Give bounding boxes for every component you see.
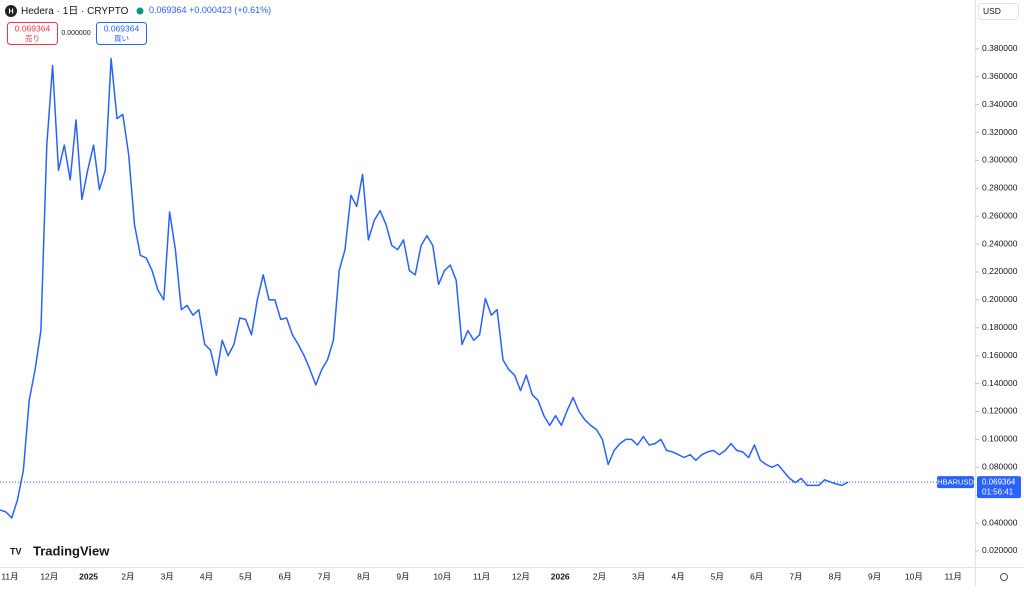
price-tag-value: 0.069364 [982, 478, 1016, 487]
y-tick-label: 0.020000 [982, 545, 1018, 555]
y-tick-label: 0.380000 [982, 43, 1018, 53]
currency-button[interactable] [978, 3, 1019, 20]
y-tick-label: 0.080000 [982, 462, 1018, 472]
price-tag-countdown: 01:56:41 [982, 488, 1014, 497]
change: +0.000423 [189, 5, 232, 15]
y-tick-label: 0.200000 [982, 294, 1018, 304]
x-tick-label: 4月 [200, 571, 213, 581]
symbol-tag-label: HBARUSD [937, 478, 974, 487]
x-tick-label: 11月 [1, 571, 18, 581]
buy-button[interactable] [96, 22, 147, 45]
price-line [0, 57, 849, 519]
x-tick-label: 5月 [239, 571, 252, 581]
exchange: CRYPTO [87, 6, 129, 17]
spread: 0.000000 [61, 30, 90, 37]
x-tick-label: 11月 [945, 571, 962, 581]
y-tick-label: 0.260000 [982, 210, 1018, 220]
logo: TradingView [33, 543, 110, 558]
y-tick-label: 0.040000 [982, 517, 1018, 527]
x-tick-label: 2025 [79, 571, 98, 581]
x-tick-label: 10月 [433, 571, 451, 581]
y-tick-label: 0.100000 [982, 434, 1018, 444]
status-dot [136, 7, 144, 15]
symbol-line: Hedera · 1日 · CRYPTO [21, 6, 129, 17]
buy-price: 0.069364 [104, 23, 140, 33]
x-tick-label: 11月 [473, 571, 490, 581]
y-tick-label: 0.340000 [982, 99, 1018, 109]
x-tick-label: 10月 [905, 571, 923, 581]
y-tick-label: 0.140000 [982, 378, 1018, 388]
plot [0, 57, 975, 519]
x-tick-label: 7月 [318, 571, 331, 581]
buy-label: 買い [114, 34, 129, 43]
sell-price: 0.069364 [15, 23, 51, 33]
currency: USD [983, 6, 1001, 16]
symbol-icon [5, 5, 17, 17]
x-tick-label: 3月 [632, 571, 645, 581]
x-tick-label: 4月 [671, 571, 684, 581]
y-tick-label: 0.320000 [982, 127, 1018, 137]
x-tick-label: 9月 [396, 571, 409, 581]
interval: 1日 [63, 6, 79, 17]
x-tick-label: 3月 [161, 571, 174, 581]
y-tick-label: 0.240000 [982, 238, 1018, 248]
x-tick-label: 8月 [829, 571, 842, 581]
y-tick-label: 0.220000 [982, 266, 1018, 276]
x-tick-label: 2月 [593, 571, 606, 581]
x-tick-label: 6月 [278, 571, 291, 581]
y-tick-label: 0.280000 [982, 183, 1018, 193]
x-tick-label: 8月 [357, 571, 370, 581]
price-tag [977, 476, 1021, 499]
y-tick-label: 0.180000 [982, 322, 1018, 332]
x-tick-label: 6月 [750, 571, 763, 581]
sell-label: 売り [25, 33, 40, 43]
x-tick-label: 7月 [789, 571, 802, 581]
logo-mark: TV [10, 546, 22, 556]
x-tick-label: 12月 [40, 571, 58, 581]
separator: · [78, 6, 87, 17]
price-line: 0.069364 +0.000423 (+0.61%) [149, 5, 271, 15]
y-tick-label: 0.300000 [982, 155, 1018, 165]
sell-button[interactable] [7, 22, 58, 45]
y-tick-label: 0.160000 [982, 350, 1018, 360]
separator: · [54, 6, 63, 17]
x-tick-label: 5月 [711, 571, 724, 581]
x-tick-label: 2026 [551, 571, 570, 581]
symbol-tag [937, 476, 974, 489]
x-tick-label: 2月 [121, 571, 134, 581]
change-pct: (+0.61%) [234, 5, 271, 15]
y-tick-label: 0.360000 [982, 71, 1018, 81]
symbol-icon-letter: H [8, 8, 13, 15]
x-tick-label: 9月 [868, 571, 881, 581]
y-tick-label: 0.120000 [982, 406, 1018, 416]
symbol: Hedera [21, 6, 54, 17]
settings-icon[interactable] [1000, 573, 1008, 581]
price: 0.069364 [149, 5, 187, 15]
x-tick-label: 12月 [512, 571, 530, 581]
